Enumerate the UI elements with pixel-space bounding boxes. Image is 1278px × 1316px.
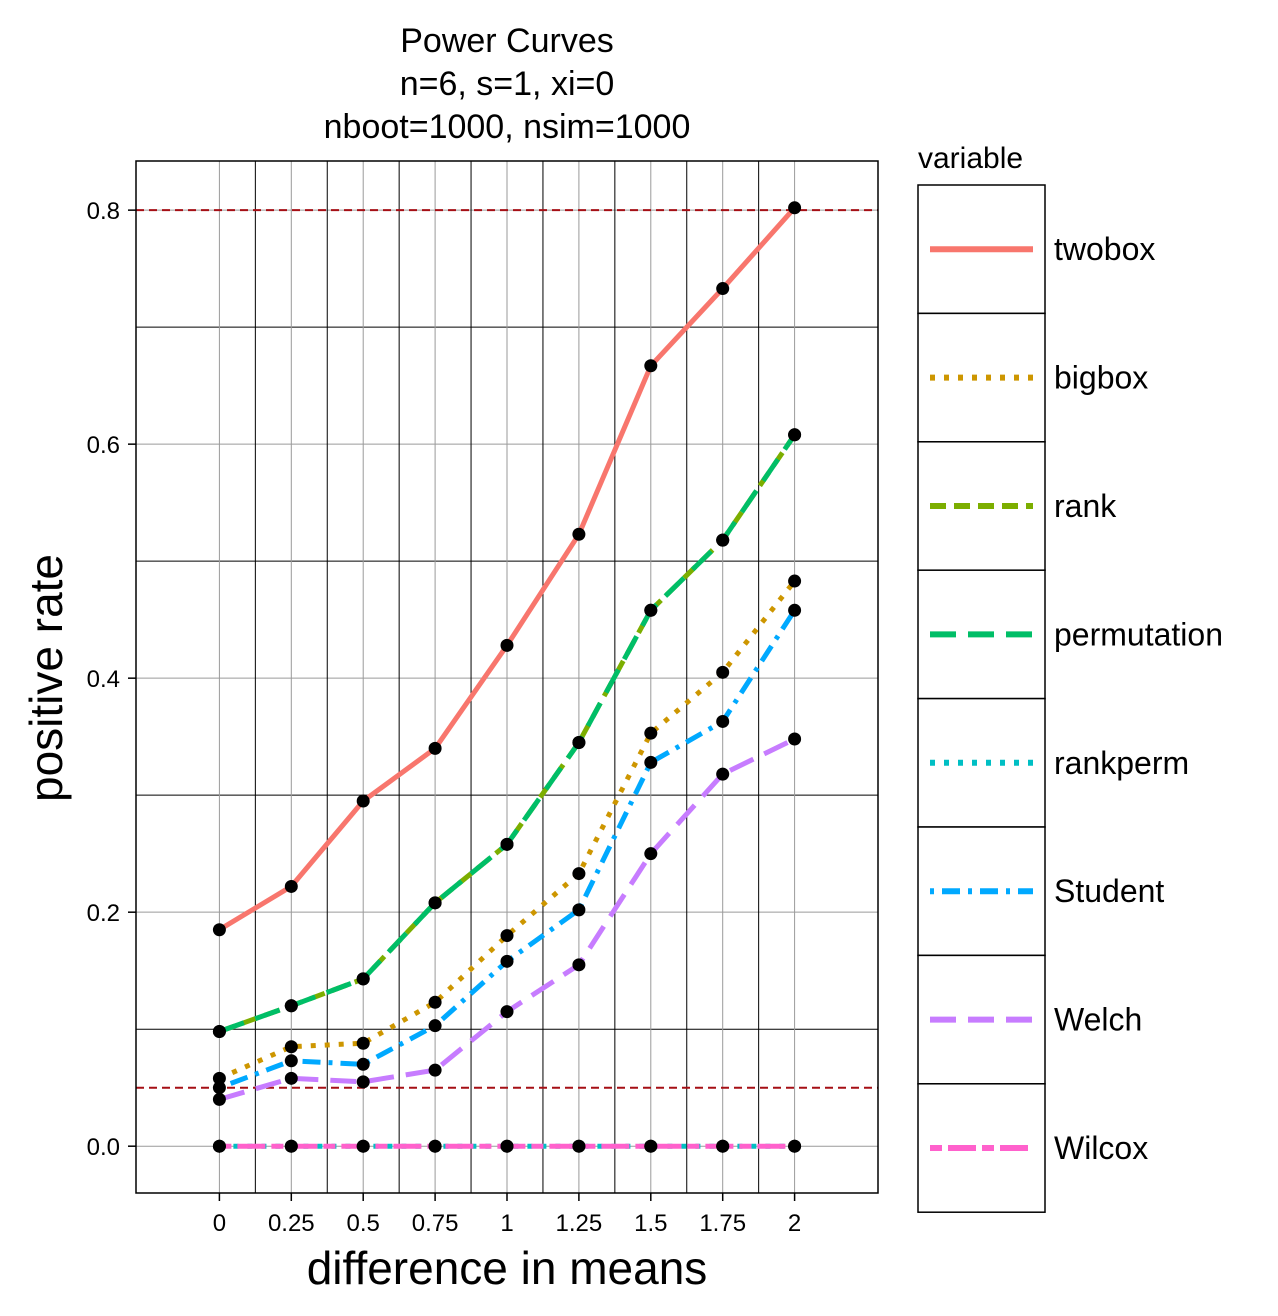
data-point-twobox bbox=[428, 741, 442, 755]
series-line-bigbox bbox=[218, 579, 797, 1081]
data-point-bigbox bbox=[428, 995, 442, 1009]
data-point-permutation bbox=[284, 999, 298, 1013]
legend-key-box bbox=[917, 697, 1046, 828]
data-point-permutation bbox=[500, 837, 514, 851]
x-tick-label: 0.75 bbox=[412, 1210, 459, 1237]
data-point-permutation bbox=[716, 533, 730, 547]
legend-label-welch: Welch bbox=[1054, 1002, 1142, 1038]
x-tick-label: 1 bbox=[500, 1210, 513, 1237]
data-point-bigbox bbox=[212, 1071, 226, 1085]
y-tick-label: 0.0 bbox=[87, 1134, 120, 1161]
data-point-twobox bbox=[716, 282, 730, 296]
data-point-bigbox bbox=[356, 1036, 370, 1050]
data-point-twobox bbox=[788, 201, 802, 215]
x-tick-label: 0 bbox=[213, 1210, 226, 1237]
data-point-permutation bbox=[644, 603, 658, 617]
plot-area: 0 0.25 0.5 0.75 1 1.25 1.5 1.75 2 0.0 0.2 0.4 0.6 0.8 bbox=[87, 160, 879, 1237]
data-point-wilcox bbox=[212, 1139, 226, 1153]
data-point-wilcox bbox=[500, 1139, 514, 1153]
chart-title-line-1: Power Curves bbox=[400, 22, 614, 60]
legend-label-rank: rank bbox=[1054, 488, 1117, 524]
data-point-student bbox=[356, 1057, 370, 1071]
data-point-bigbox bbox=[572, 867, 586, 881]
x-tick-label: 1.75 bbox=[699, 1210, 746, 1237]
data-point-student bbox=[572, 903, 586, 917]
x-tick-label: 0.25 bbox=[268, 1210, 315, 1237]
legend-label-twobox: twobox bbox=[1054, 231, 1155, 267]
data-point-welch bbox=[212, 1092, 226, 1106]
data-point-welch bbox=[788, 732, 802, 746]
data-point-welch bbox=[284, 1071, 298, 1085]
data-point-student bbox=[284, 1054, 298, 1068]
data-point-bigbox bbox=[284, 1040, 298, 1054]
y-axis-title: positive rate bbox=[20, 554, 72, 802]
data-point-wilcox bbox=[356, 1139, 370, 1153]
data-point-student bbox=[716, 714, 730, 728]
x-tick-label: 0.5 bbox=[347, 1210, 380, 1237]
y-tick-label: 0.8 bbox=[87, 198, 120, 225]
data-point-student bbox=[428, 1019, 442, 1033]
data-point-welch bbox=[716, 767, 730, 781]
x-axis-title: difference in means bbox=[307, 1242, 708, 1294]
data-point-wilcox bbox=[428, 1139, 442, 1153]
x-tick-label: 1.25 bbox=[556, 1210, 603, 1237]
data-point-bigbox bbox=[788, 574, 802, 588]
data-point-permutation bbox=[428, 896, 442, 910]
y-tick-label: 0.2 bbox=[87, 900, 120, 927]
data-point-permutation bbox=[356, 972, 370, 986]
data-point-permutation bbox=[572, 736, 586, 750]
data-point-twobox bbox=[572, 527, 586, 541]
legend-title: variable bbox=[918, 142, 1023, 175]
data-point-twobox bbox=[644, 359, 658, 373]
x-tick-label: 1.5 bbox=[634, 1210, 667, 1237]
chart-title-line-3: nboot=1000, nsim=1000 bbox=[324, 108, 691, 146]
data-point-twobox bbox=[500, 638, 514, 652]
data-point-permutation bbox=[212, 1025, 226, 1039]
legend-label-permutation: permutation bbox=[1054, 616, 1223, 652]
data-point-wilcox bbox=[572, 1139, 586, 1153]
data-point-bigbox bbox=[716, 665, 730, 679]
legend-label-student: Student bbox=[1054, 873, 1164, 909]
data-point-bigbox bbox=[644, 726, 658, 740]
y-tick-label: 0.4 bbox=[87, 666, 120, 693]
legend-label-rankperm: rankperm bbox=[1054, 745, 1189, 781]
data-point-wilcox bbox=[284, 1139, 298, 1153]
data-point-student bbox=[644, 755, 658, 769]
data-point-wilcox bbox=[644, 1139, 658, 1153]
data-point-bigbox bbox=[500, 929, 514, 943]
data-point-welch bbox=[572, 958, 586, 972]
data-point-twobox bbox=[212, 923, 226, 937]
legend-label-wilcox: Wilcox bbox=[1054, 1130, 1148, 1166]
data-point-wilcox bbox=[788, 1139, 802, 1153]
x-tick-label: 2 bbox=[788, 1210, 801, 1237]
data-point-wilcox bbox=[716, 1139, 730, 1153]
data-point-welch bbox=[428, 1063, 442, 1077]
legend-key-box bbox=[917, 312, 1046, 443]
y-tick-label: 0.6 bbox=[87, 432, 120, 459]
data-point-welch bbox=[356, 1075, 370, 1089]
data-point-permutation bbox=[788, 428, 802, 442]
chart-title-line-2: n=6, s=1, xi=0 bbox=[400, 65, 615, 103]
legend: twobox bigbox rank permutation rankperm Stude… bbox=[917, 184, 1223, 1213]
data-point-twobox bbox=[284, 879, 298, 893]
data-point-welch bbox=[500, 1005, 514, 1019]
data-point-student bbox=[500, 954, 514, 968]
data-point-welch bbox=[644, 847, 658, 861]
data-point-student bbox=[212, 1081, 226, 1095]
data-point-student bbox=[788, 603, 802, 617]
legend-label-bigbox: bigbox bbox=[1054, 360, 1148, 396]
data-point-twobox bbox=[356, 794, 370, 808]
